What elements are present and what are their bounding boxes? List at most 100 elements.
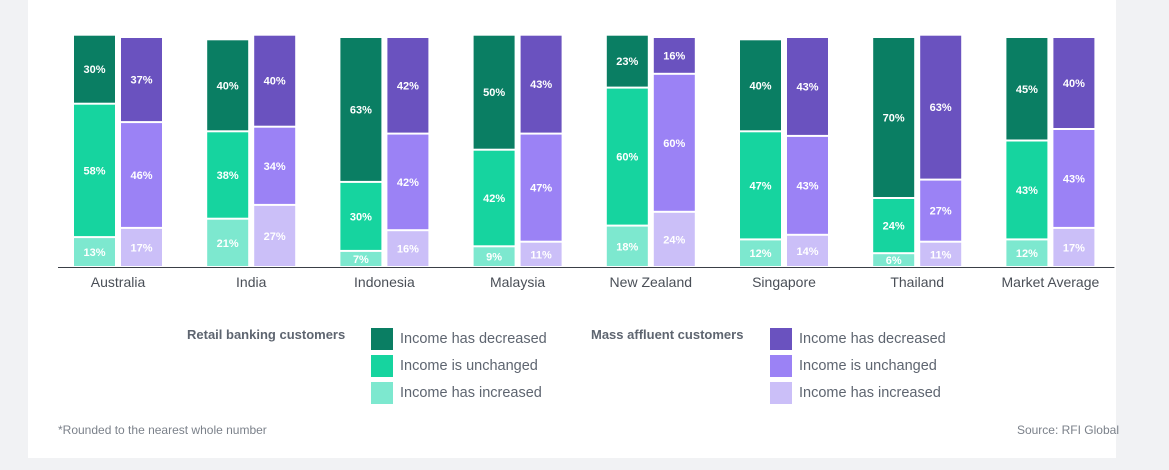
data-label: 24% [663,234,685,246]
bar-segment [1053,38,1095,128]
data-label: 24% [883,221,905,233]
legend-swatch [371,355,393,377]
data-label: 34% [264,161,286,173]
data-label: 13% [83,247,105,259]
data-label: 47% [530,183,552,195]
data-label: 16% [663,50,685,62]
bar-segment [520,242,562,266]
bar-segment [873,254,915,266]
data-label: 40% [1063,78,1085,90]
data-label: 40% [749,80,771,92]
legend-item-affluent-unchanged: Income is unchanged [770,355,937,377]
data-label: 27% [264,231,286,243]
legend-label: Income is unchanged [400,358,538,374]
bar-segment [787,38,828,135]
data-label: 9% [486,252,502,264]
legend-swatch [770,328,792,350]
bar-segment [1053,228,1095,266]
data-label: 27% [930,206,952,218]
data-label: 21% [217,238,239,250]
data-label: 50% [483,87,505,99]
data-label: 43% [530,79,552,91]
bar-segment [74,238,115,266]
bar-segment [740,40,781,131]
bar-segment [473,35,515,149]
data-label: 42% [483,193,505,205]
bar-segment [74,104,115,237]
bar-segment [787,136,828,234]
data-label: 43% [1063,173,1085,185]
data-label: 42% [397,177,419,189]
category-label: Thailand [890,274,944,290]
bar-segment [920,242,962,266]
data-label: 30% [350,211,372,223]
data-label: 63% [930,102,952,114]
data-label: 42% [397,80,419,92]
bar-segment [653,212,695,266]
legend-label: Income has decreased [400,331,547,347]
bar-segment [340,251,382,266]
bar-segment [387,134,429,230]
data-label: 43% [1016,185,1038,197]
legend-label: Income has increased [400,385,542,401]
bar-segment [254,35,296,126]
data-label: 43% [796,81,818,93]
legend-swatch [371,382,393,404]
legend-item-affluent-decreased: Income has decreased [770,328,946,350]
category-label: India [236,274,267,290]
data-label: 60% [616,152,638,164]
bar-segment [1006,38,1048,140]
bar-segment [520,134,562,241]
data-label: 23% [616,56,638,68]
bar-segment [121,38,162,122]
data-label: 17% [130,242,152,254]
bar-segment [653,74,695,211]
bar-segment [207,219,249,266]
data-label: 14% [796,246,818,258]
legend-label: Income is unchanged [799,358,937,374]
footnote: *Rounded to the nearest whole number [58,423,267,437]
data-label: 63% [350,104,372,116]
category-label: Australia [91,274,146,290]
bar-segment [606,226,648,266]
bar-segment [740,240,781,266]
bar-segment [74,35,115,103]
data-label: 11% [530,249,552,261]
bar-segment [340,38,382,181]
bar-segment [920,35,962,179]
bar-segment [387,38,429,133]
data-label: 11% [930,249,952,261]
source-note: Source: RFI Global [1016,423,1119,437]
data-label: 45% [1016,84,1038,96]
data-label: 18% [616,241,638,253]
bar-segment [740,132,781,239]
legend-item-affluent-increased: Income has increased [770,382,941,404]
bar-segment [1006,141,1048,239]
legend-title-retail: Retail banking customers [187,327,346,342]
data-label: 43% [796,180,818,192]
data-label: 40% [264,76,286,88]
legend-item-retail-decreased: Income has decreased [371,328,547,350]
data-label: 12% [1016,248,1038,260]
data-label: 7% [353,254,369,266]
bar-segment [920,180,962,241]
category-label: Market Average [1002,274,1100,290]
data-label: 30% [83,64,105,76]
bar-segment [520,35,562,133]
data-label: 46% [130,170,152,182]
bar-segment [473,150,515,246]
data-label: 12% [749,248,771,260]
chart-card: 13% 58% 30% 17% 46% 37% Australia 21% 38% 40% 27% 3… [28,0,1119,458]
bar-segment [606,35,648,87]
bar-segment [1053,130,1095,227]
bar-segment [873,199,915,253]
data-label: 70% [883,113,905,125]
bar-segment [254,205,296,266]
bar-segment [121,228,162,266]
category-label: New Zealand [610,274,693,290]
legend-swatch [770,355,792,377]
bar-segment [787,235,828,266]
category-label: Indonesia [354,274,415,290]
legend-item-retail-unchanged: Income is unchanged [371,355,538,377]
category-label: Malaysia [490,274,545,290]
